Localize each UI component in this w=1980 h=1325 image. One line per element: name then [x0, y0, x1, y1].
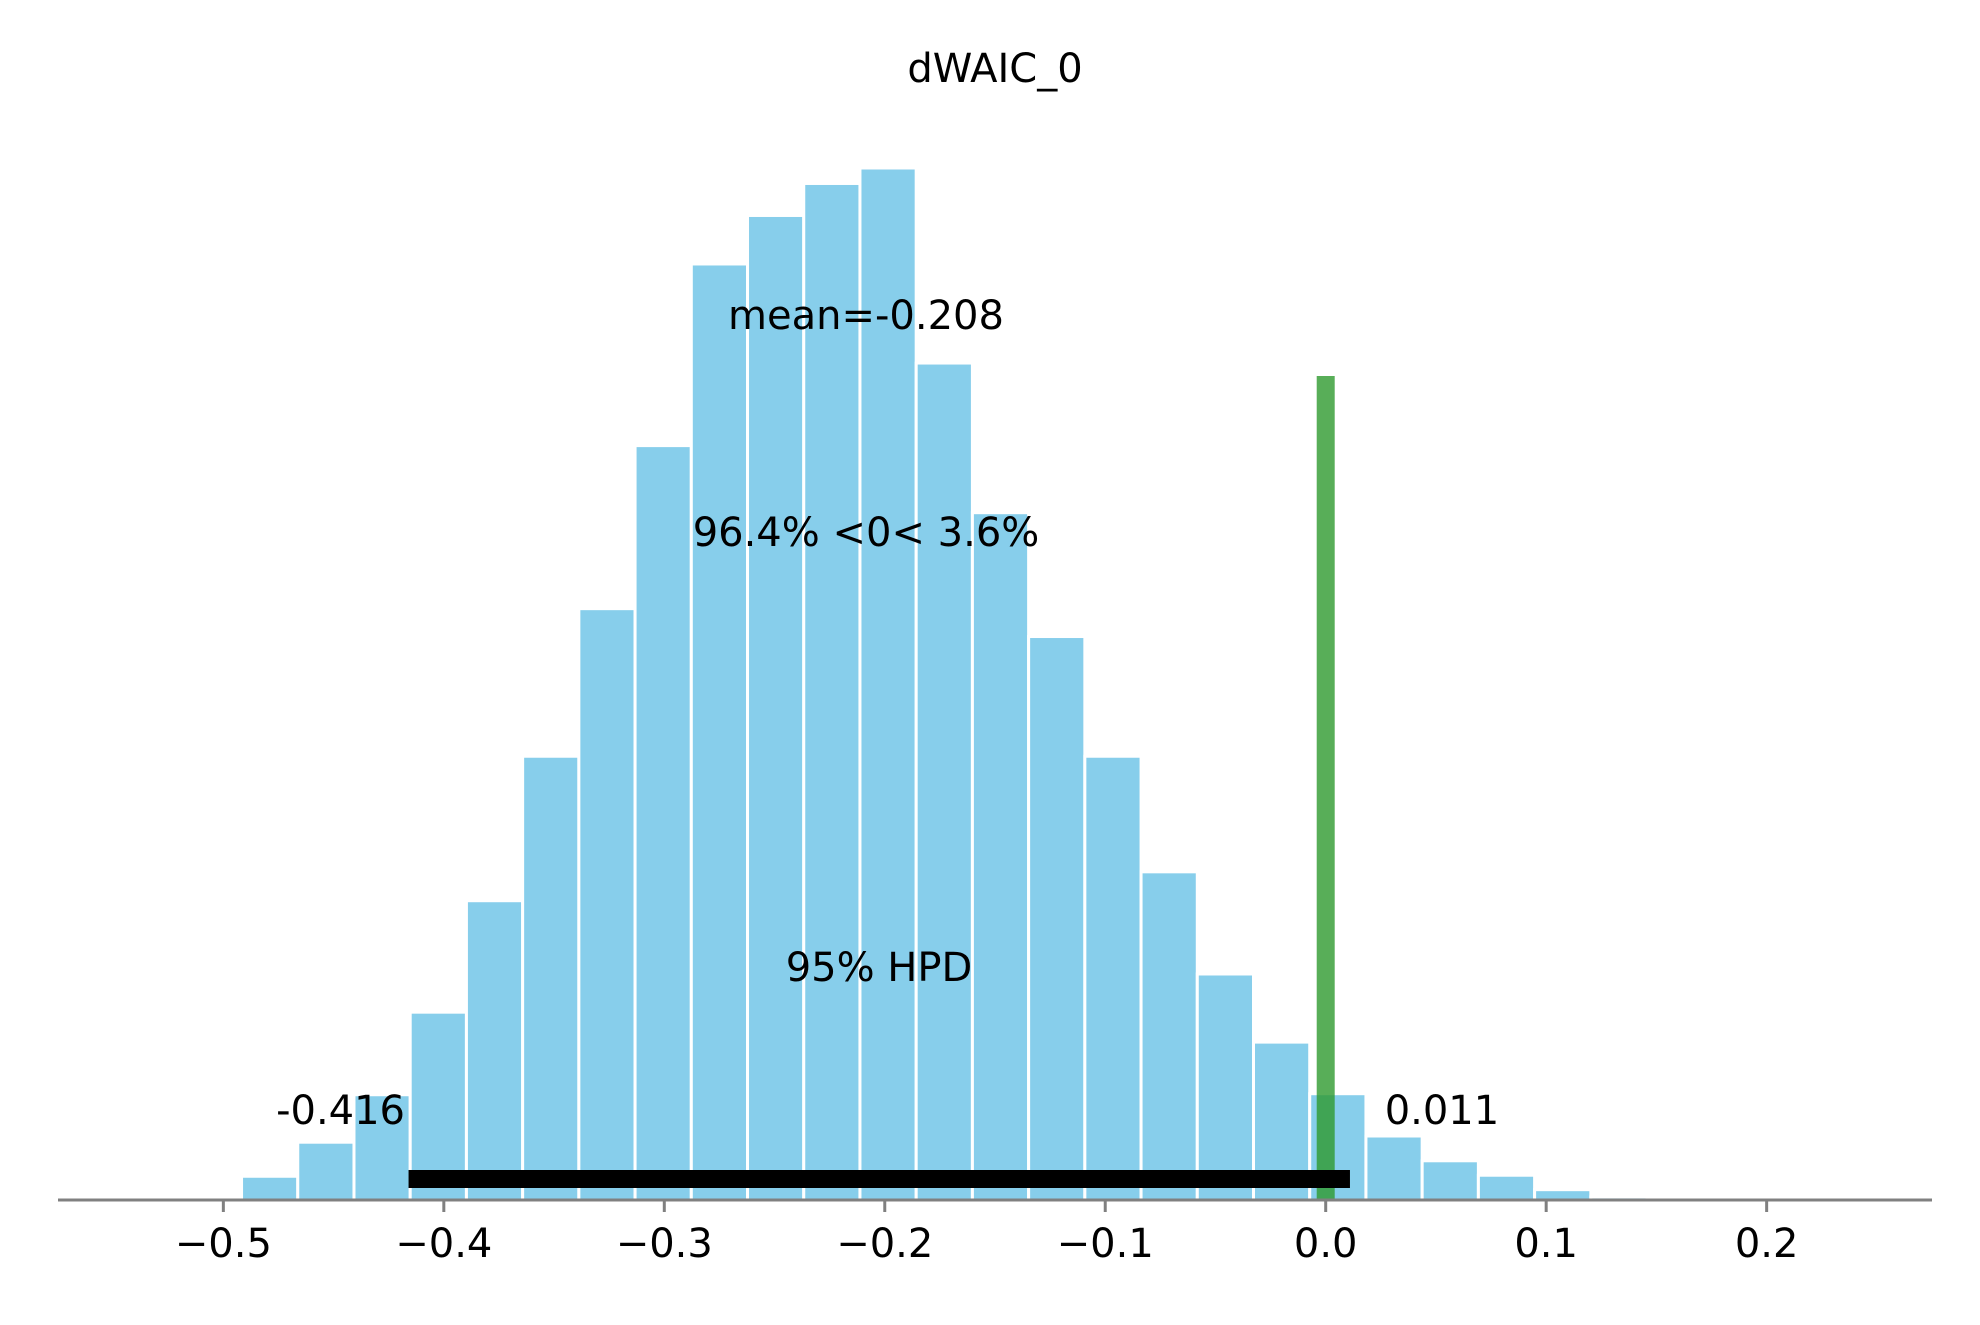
- hpd-high-label: 0.011: [1385, 1088, 1500, 1134]
- histogram-bar-8: [633, 444, 693, 1202]
- reference-percent-label: 96.4% <0< 3.6%: [693, 510, 1040, 556]
- x-tick-label-5: 0.0: [1294, 1221, 1358, 1267]
- x-tick-label-3: −0.2: [836, 1221, 933, 1267]
- histogram-bar-16: [1083, 754, 1143, 1202]
- histogram-bars: [183, 166, 1705, 1202]
- histogram-bar-7: [577, 607, 637, 1202]
- mean-label: mean=-0.208: [728, 293, 1004, 339]
- histogram-bar-22: [1420, 1159, 1480, 1202]
- histogram-bar-14: [970, 511, 1031, 1202]
- histogram-bar-15: [1027, 635, 1087, 1202]
- hpd-label: 95% HPD: [786, 945, 973, 991]
- histogram-bar-13: [914, 361, 974, 1202]
- histogram-bar-1: [240, 1174, 300, 1202]
- histogram-bar-18: [1195, 972, 1256, 1202]
- x-tick-label-0: −0.5: [175, 1221, 272, 1267]
- x-tick-label-6: 0.1: [1514, 1221, 1578, 1267]
- x-tick-label-1: −0.4: [395, 1221, 492, 1267]
- histogram-bar-9: [689, 262, 750, 1202]
- chart-title: dWAIC_0: [907, 46, 1082, 92]
- x-tick-label-7: 0.2: [1735, 1221, 1799, 1267]
- x-axis-ticks: −0.5 −0.4 −0.3 −0.2 −0.1 0.0 0.1 0.2: [175, 1200, 1799, 1267]
- histogram-bar-24: [1533, 1188, 1593, 1202]
- histogram-bar-2: [296, 1140, 356, 1202]
- x-tick-label-2: −0.3: [616, 1221, 713, 1267]
- histogram-bar-5: [464, 899, 525, 1202]
- histogram-bar-21: [1364, 1134, 1424, 1202]
- x-tick-label-4: −0.1: [1057, 1221, 1154, 1267]
- histogram-bar-23: [1476, 1173, 1537, 1202]
- histogram-bar-10: [746, 213, 806, 1202]
- histogram-bar-11: [802, 181, 862, 1202]
- hpd-low-label: -0.416: [276, 1088, 405, 1134]
- histogram-bar-6: [521, 754, 581, 1202]
- histogram-bar-17: [1139, 870, 1199, 1202]
